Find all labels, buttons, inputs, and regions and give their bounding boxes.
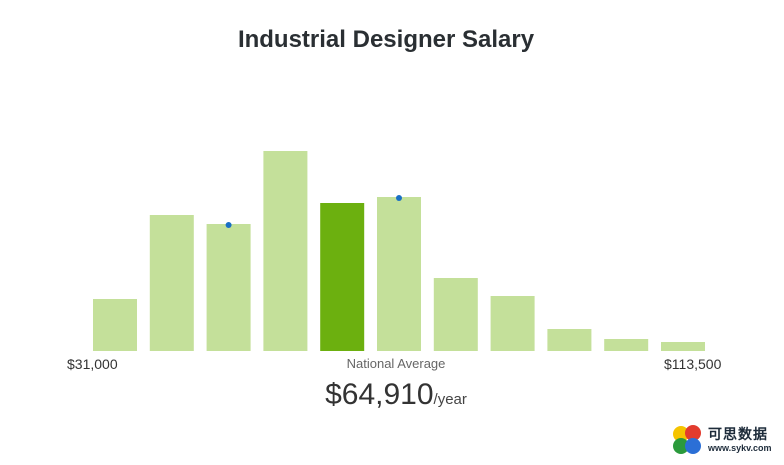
min-salary-label: $31,000 <box>67 356 118 372</box>
histogram-bar <box>490 296 535 351</box>
histogram-bar <box>206 224 251 351</box>
histogram-bar <box>377 197 421 351</box>
bar-marker-dot <box>396 195 402 201</box>
watermark-flower-icon <box>673 425 701 454</box>
histogram-bar <box>547 329 592 351</box>
national-average-caption: National Average <box>346 356 446 371</box>
histogram-bar <box>149 215 194 351</box>
average-amount: $64,910 <box>325 378 434 411</box>
histogram-bar <box>93 299 137 351</box>
average-unit: /year <box>433 391 467 408</box>
histogram-bar-average <box>320 203 365 351</box>
bar-marker-dot <box>225 222 232 228</box>
chart-title: Industrial Designer Salary <box>237 26 535 53</box>
histogram-bar <box>433 278 478 351</box>
histogram-bar <box>661 342 705 351</box>
histogram-bar <box>263 151 308 351</box>
histogram-bar <box>604 339 649 351</box>
max-salary-label: $113,500 <box>664 356 722 372</box>
watermark-text: 可思数据 <box>708 426 768 442</box>
watermark-url: www.sykv.com <box>708 443 772 453</box>
watermark-logo: 可思数据 www.sykv.com <box>668 418 784 460</box>
national-average-value: $64,910/year <box>296 378 496 412</box>
